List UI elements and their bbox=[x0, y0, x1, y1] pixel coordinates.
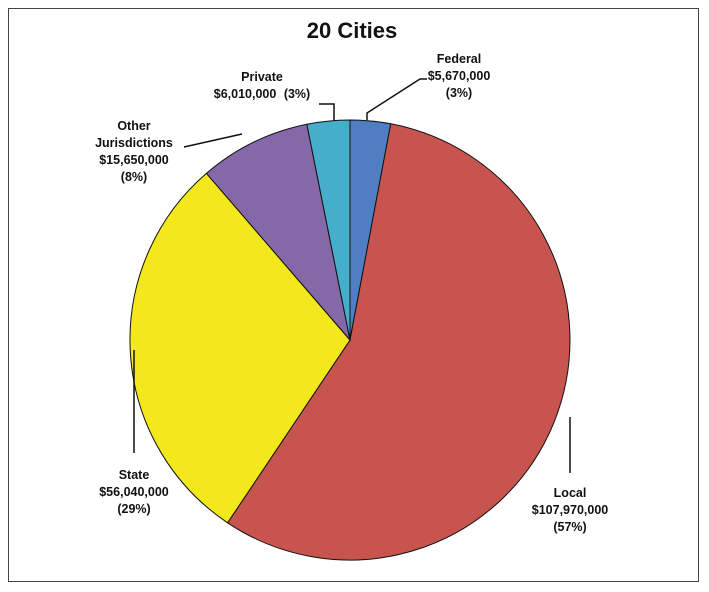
pie-slices bbox=[129, 119, 571, 561]
pie-slice-private bbox=[306, 119, 351, 341]
pie-chart: 20 Cities Federal $5,670,000 (3%) Privat… bbox=[95, 18, 609, 561]
label-other-value: $15,650,000 bbox=[99, 153, 169, 167]
label-local-name: Local bbox=[554, 486, 587, 500]
pie-slice-other-jurisdictions bbox=[205, 123, 351, 342]
label-federal: Federal $5,670,000 (3%) bbox=[428, 52, 491, 100]
label-other-name-line1: Other bbox=[117, 119, 150, 133]
label-federal-pct: (3%) bbox=[446, 86, 472, 100]
label-state: State $56,040,000 (29%) bbox=[99, 468, 169, 516]
label-private-value: $6,010,000 bbox=[214, 87, 277, 101]
label-other-pct: (8%) bbox=[121, 170, 147, 184]
leader-line-federal bbox=[366, 78, 427, 120]
label-private-value-pct: $6,010,000 (3%) bbox=[214, 87, 310, 101]
leader-line-other bbox=[183, 133, 243, 148]
label-private-name: Private bbox=[241, 70, 283, 84]
label-other-name-line2: Jurisdictions bbox=[95, 136, 173, 150]
pie-slice-state bbox=[129, 172, 351, 524]
label-local: Local $107,970,000 (57%) bbox=[532, 486, 609, 534]
chart-title: 20 Cities bbox=[307, 18, 398, 43]
leader-line-private bbox=[319, 103, 335, 121]
label-local-pct: (57%) bbox=[553, 520, 586, 534]
label-federal-name: Federal bbox=[437, 52, 481, 66]
label-private-pct: (3%) bbox=[284, 87, 310, 101]
chart-frame: 20 Cities Federal $5,670,000 (3%) Privat… bbox=[8, 8, 699, 582]
label-local-value: $107,970,000 bbox=[532, 503, 609, 517]
label-state-value: $56,040,000 bbox=[99, 485, 169, 499]
pie-slice-local bbox=[226, 123, 571, 561]
label-federal-value: $5,670,000 bbox=[428, 69, 491, 83]
label-private: Private $6,010,000 (3%) bbox=[214, 70, 310, 101]
label-state-pct: (29%) bbox=[117, 502, 150, 516]
label-state-name: State bbox=[119, 468, 150, 482]
label-other-jurisdictions: Other Jurisdictions $15,650,000 (8%) bbox=[95, 119, 173, 184]
